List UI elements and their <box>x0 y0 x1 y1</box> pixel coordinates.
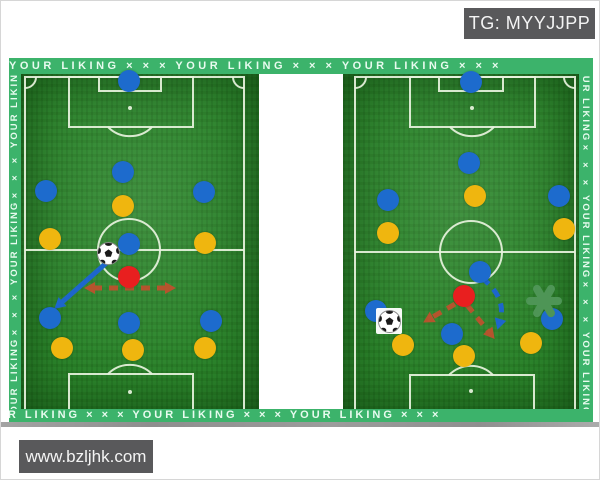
player-dot-yellow <box>453 345 475 367</box>
player-dot-blue <box>548 185 570 207</box>
player-dot-yellow <box>194 337 216 359</box>
watermark-band-left: YOUR LIKING× × × YOUR LIKING× × × YOUR L… <box>9 58 21 422</box>
player-dot-blue <box>118 233 140 255</box>
pitch-left <box>21 70 259 409</box>
player-dot-blue <box>193 181 215 203</box>
player-dot-blue <box>441 323 463 345</box>
tactics-image: YOUR LIKING× × × YOUR LIKING× × × YOUR L… <box>9 58 593 422</box>
player-dot-red <box>453 285 475 307</box>
player-dot-red <box>118 266 140 288</box>
arrow-head <box>423 311 436 323</box>
player-dot-yellow <box>39 228 61 250</box>
player-dot-blue <box>39 307 61 329</box>
player-dot-blue <box>460 71 482 93</box>
player-dot-yellow <box>112 195 134 217</box>
arrow-head <box>165 282 176 294</box>
player-dot-yellow <box>194 232 216 254</box>
pitch-right <box>343 71 579 409</box>
watermark-band-top: YOUR LIKING × × × YOUR LIKING × × × YOUR… <box>9 58 593 74</box>
player-dot-blue <box>118 70 140 92</box>
player-dot-blue <box>35 180 57 202</box>
tactic-arrow <box>59 256 114 305</box>
player-dot-yellow <box>392 334 414 356</box>
player-dot-blue <box>200 310 222 332</box>
tactic-arrow <box>465 303 491 334</box>
asterisk-marker <box>525 282 563 325</box>
arrow-head <box>494 317 507 330</box>
player-dot-yellow <box>464 185 486 207</box>
watermark-band-right: YOUR LIKING× × × YOUR LIKING× × × YOUR L… <box>579 58 593 422</box>
watermark-text: YOUR LIKING × × × YOUR LIKING × × × YOUR… <box>9 60 502 72</box>
website-label: www.bzljhk.com <box>19 440 153 473</box>
player-dot-blue <box>112 161 134 183</box>
player-dot-blue <box>118 312 140 334</box>
watermark-text: YOUR LIKING× × × YOUR LIKING× × × YOUR L… <box>580 58 591 422</box>
player-dot-blue <box>377 189 399 211</box>
player-dot-blue <box>458 152 480 174</box>
watermark-band-bottom: YOUR LIKING × × × YOUR LIKING × × × YOUR… <box>9 409 593 422</box>
player-dot-yellow <box>377 222 399 244</box>
player-dot-yellow <box>520 332 542 354</box>
soccer-ball-icon <box>96 241 121 271</box>
tactic-arrow <box>480 276 504 322</box>
image-shadow <box>1 422 599 427</box>
player-dot-yellow <box>51 337 73 359</box>
arrow-layer <box>54 256 176 309</box>
watermark-text: YOUR LIKING× × × YOUR LIKING× × × YOUR L… <box>9 58 20 422</box>
arrow-head <box>483 326 495 339</box>
tg-watermark-label: TG: MYYJJPP <box>464 8 595 39</box>
player-dot-yellow <box>553 218 575 240</box>
player-dot-blue <box>469 261 491 283</box>
player-dot-yellow <box>122 339 144 361</box>
arrow-head <box>84 282 95 294</box>
player-dot-blue <box>541 308 563 330</box>
center-divider <box>259 74 343 409</box>
tactic-arrow <box>429 301 457 321</box>
arrow-head <box>54 297 67 309</box>
watermark-text: YOUR LIKING × × × YOUR LIKING × × × YOUR… <box>9 409 442 421</box>
arrow-layer <box>423 276 507 339</box>
soccer-ball-icon <box>377 309 402 339</box>
